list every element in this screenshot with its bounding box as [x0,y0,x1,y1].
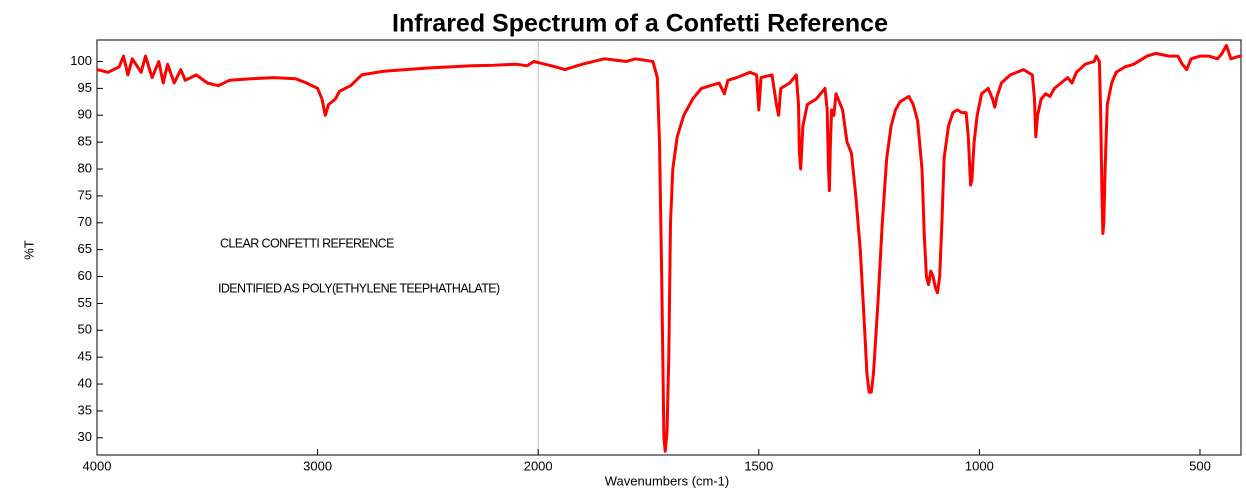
annotation: CLEAR CONFETTI REFERENCE [220,236,394,250]
x-tick-label: 1500 [744,458,773,473]
y-tick-label: 95 [78,80,92,95]
y-tick-label: 55 [78,295,92,310]
y-tick-label: 70 [78,214,92,229]
y-tick-label: 80 [78,160,92,175]
y-tick-label: 35 [78,402,92,417]
chart-title: Infrared Spectrum of a Confetti Referenc… [392,10,888,38]
y-tick-label: 45 [78,349,92,364]
x-tick-label: 2000 [524,458,553,473]
y-tick-label: 85 [78,134,92,149]
y-tick-label: 65 [78,241,92,256]
x-tick-label: 4000 [83,458,112,473]
y-tick-label: 60 [78,268,92,283]
plot-frame [96,39,1242,456]
y-tick-label: 90 [78,107,92,122]
annotation: IDENTIFIED AS POLY(ETHYLENE TEEPHATHALAT… [218,281,500,295]
y-tick-label: 50 [78,322,92,337]
x-axis-label: Wavenumbers (cm-1) [605,473,729,488]
y-tick-label: 40 [78,375,92,390]
y-axis-label: %T [21,240,36,260]
x-tick-label: 1000 [965,458,994,473]
y-tick-label: 30 [78,429,92,444]
x-tick-label: 3000 [303,458,332,473]
y-tick-label: 100 [70,53,92,68]
y-tick-label: 75 [78,187,92,202]
spectrum-line [96,43,1242,453]
x-tick-label: 500 [1189,458,1211,473]
